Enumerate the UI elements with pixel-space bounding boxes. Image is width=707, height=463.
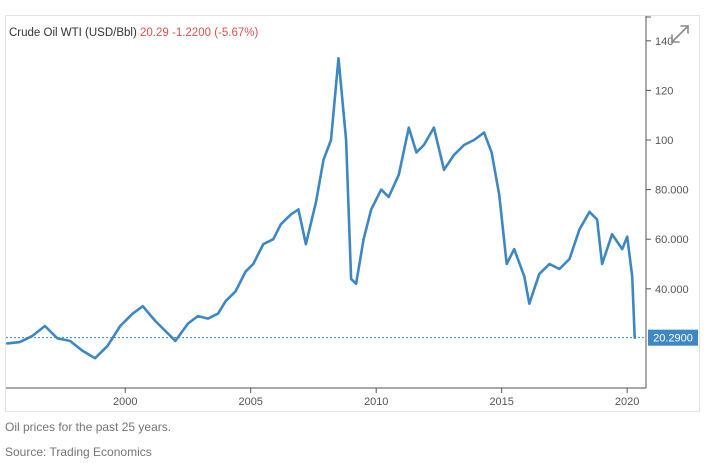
chart-frame: 20.2900 40.000 60.000 80.000 100 120 140 2000… [5, 15, 700, 412]
x-tick-label: 2005 [238, 396, 262, 408]
y-tick-label: 100 [655, 135, 673, 147]
chart-description: Oil prices for the past 25 years. [5, 420, 172, 434]
y-tick-label: 40.000 [655, 284, 689, 296]
price-change-percent: (-5.67%) [214, 27, 259, 39]
y-tick-label: 80.000 [655, 185, 689, 197]
y-tick-label: 60.000 [655, 234, 689, 246]
price-chart: 20.2900 40.000 60.000 80.000 100 120 140 2000… [6, 16, 698, 408]
last-value-badge [648, 329, 698, 346]
price-series-line [6, 56, 636, 360]
current-price: 20.29 [140, 27, 169, 39]
x-tick-label: 2010 [364, 396, 388, 408]
chart-header: Crude Oil WTI (USD/Bbl) 20.29 -1.2200 (-… [9, 27, 258, 39]
price-change: -1.2200 [171, 27, 211, 39]
y-tick-label: 120 [655, 85, 673, 97]
x-tick-label: 2000 [113, 396, 137, 408]
last-value-label: 20.2900 [653, 333, 693, 345]
instrument-name: Crude Oil WTI (USD/Bbl) [9, 27, 137, 39]
y-tick-label: 140 [655, 36, 673, 48]
expand-arrows-icon[interactable] [666, 20, 694, 48]
x-tick-label: 2020 [615, 396, 639, 408]
x-tick-label: 2015 [489, 396, 513, 408]
chart-source: Source: Trading Economics [5, 445, 152, 459]
